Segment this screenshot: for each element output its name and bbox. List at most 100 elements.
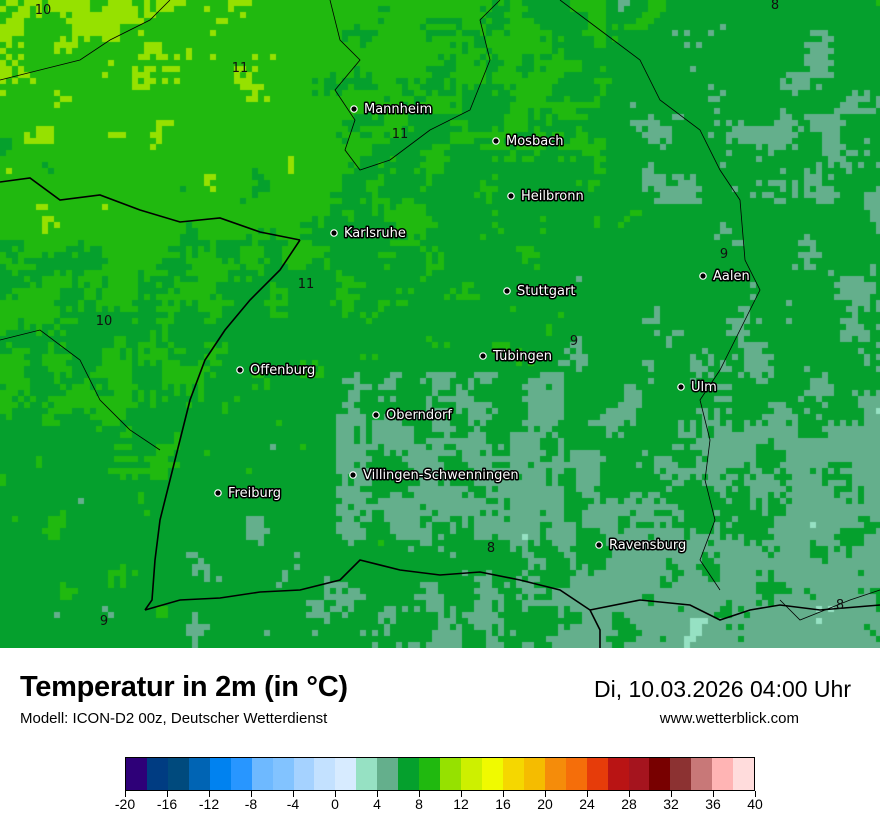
city-label: Tübingen — [492, 349, 552, 364]
colorbar-tick — [755, 791, 756, 797]
colorbar-tick-label: 8 — [415, 796, 423, 812]
colorbar-bin — [419, 758, 441, 790]
colorbar-bin — [523, 758, 545, 790]
colorbar-bin — [481, 758, 503, 790]
city-t-bingen: Tübingen — [479, 348, 554, 366]
city-label: Heilbronn — [521, 189, 584, 204]
colorbar-tick-label: 12 — [453, 796, 469, 812]
city-label: Mannheim — [364, 102, 432, 117]
contour-labels: 10 11 11 11 10 9 9 8 9 8 8 — [35, 0, 844, 629]
colorbar-bin — [440, 758, 461, 790]
city-label: Villingen-Schwenningen — [363, 468, 519, 483]
colorbar-tick — [713, 791, 714, 797]
valid-datetime: Di, 10.03.2026 04:00 Uhr — [593, 676, 851, 702]
colorbar-tick-label: 32 — [663, 796, 679, 812]
city-dot — [350, 105, 358, 113]
colorbar-tick-label: -20 — [114, 796, 136, 812]
colorbar-tick-label: 20 — [537, 796, 553, 812]
temperature-map: Mannheim Mosbach Heilbronn Karlsruhe Stuttga… — [0, 0, 880, 648]
colorbar-tick — [503, 791, 504, 797]
city-dot — [330, 229, 338, 237]
border-france-north — [0, 177, 301, 241]
country-borders — [0, 177, 880, 648]
contour-label: 10 — [35, 3, 52, 18]
border-west — [0, 0, 171, 81]
colorbar-bin — [712, 758, 734, 790]
city-label: Oberndorf — [386, 408, 452, 423]
city-dot — [677, 383, 685, 391]
colorbar-tick — [629, 791, 630, 797]
colorbar-bin — [649, 758, 671, 790]
border-bw-hessen — [329, 0, 501, 171]
city-dot — [479, 352, 487, 360]
city-aalen: Aalen — [699, 268, 751, 286]
city-label: Aalen — [713, 269, 750, 284]
city-markers: Mannheim Mosbach Heilbronn Karlsruhe Stuttga… — [214, 101, 751, 555]
city-dot — [236, 366, 244, 374]
city-label: Ravensburg — [609, 538, 686, 553]
city-stuttgart: Stuttgart — [503, 283, 577, 301]
colorbar-tick-label: 0 — [331, 796, 339, 812]
city-dot — [699, 272, 707, 280]
city-label: Mosbach — [506, 134, 564, 149]
colorbar-ticks: -20 -16 -12 -8 -4 0 4 8 12 16 20 24 28 32 36 40 — [115, 791, 763, 821]
colorbar-tick — [293, 791, 294, 797]
temperature-field — [0, 0, 880, 648]
city-oberndorf: Oberndorf — [372, 407, 454, 425]
colorbar-bin — [209, 758, 231, 790]
colorbar-bin — [544, 758, 566, 790]
contour-label: 9 — [720, 247, 728, 262]
city-label: Karlsruhe — [344, 226, 406, 241]
map-overlay: Mannheim Mosbach Heilbronn Karlsruhe Stuttga… — [0, 0, 880, 648]
colorbar-tick — [377, 791, 378, 797]
colorbar-tick-label: 40 — [747, 796, 763, 812]
border-southwest — [0, 329, 161, 451]
city-mannheim: Mannheim — [350, 101, 434, 119]
colorbar-tick — [587, 791, 588, 797]
colorbar-bin — [293, 758, 315, 790]
colorbar-bin — [628, 758, 650, 790]
state-borders — [0, 0, 880, 621]
colorbar-bin — [586, 758, 608, 790]
city-label: Freiburg — [228, 486, 281, 501]
city-label: Offenburg — [250, 363, 315, 378]
colorbar — [125, 757, 755, 791]
colorbar-bin — [335, 758, 357, 790]
city-heilbronn: Heilbronn — [507, 188, 585, 206]
colorbar-tick-label: -16 — [156, 796, 178, 812]
border-bw-bavaria — [559, 0, 761, 591]
city-mosbach: Mosbach — [492, 133, 565, 151]
city-dot — [503, 287, 511, 295]
colorbar-tick — [209, 791, 210, 797]
colorbar-tick — [167, 791, 168, 797]
contour-label: 9 — [570, 334, 578, 349]
colorbar-bin — [733, 758, 755, 790]
colorbar-bin — [314, 758, 336, 790]
colorbar-bin — [691, 758, 713, 790]
city-dot — [595, 541, 603, 549]
contour-label: 11 — [298, 277, 315, 292]
colorbar-tick-label: 4 — [373, 796, 381, 812]
contour-label: 8 — [771, 0, 779, 13]
city-offenburg: Offenburg — [236, 362, 317, 380]
city-dot — [492, 137, 500, 145]
contour-label: 10 — [96, 314, 113, 329]
colorbar-tick — [335, 791, 336, 797]
contour-label: 11 — [232, 61, 249, 76]
colorbar-bin — [126, 758, 147, 790]
website-link[interactable]: www.wetterblick.com — [659, 710, 799, 727]
colorbar-tick — [251, 791, 252, 797]
border-switzerland — [144, 559, 601, 648]
city-villingen-schwenningen: Villingen-Schwenningen — [349, 467, 520, 485]
colorbar-bin — [272, 758, 294, 790]
model-subtitle: Modell: ICON-D2 00z, Deutscher Wetterdie… — [20, 710, 328, 727]
city-ulm: Ulm — [677, 379, 718, 397]
city-dot — [349, 471, 357, 479]
border-rhine — [144, 239, 301, 611]
map-title: Temperatur in 2m (in °C) — [20, 671, 348, 703]
city-freiburg: Freiburg — [214, 485, 283, 503]
colorbar-bin — [502, 758, 524, 790]
colorbar-tick — [461, 791, 462, 797]
contour-label: 8 — [487, 541, 495, 556]
border-bavaria — [589, 599, 880, 621]
